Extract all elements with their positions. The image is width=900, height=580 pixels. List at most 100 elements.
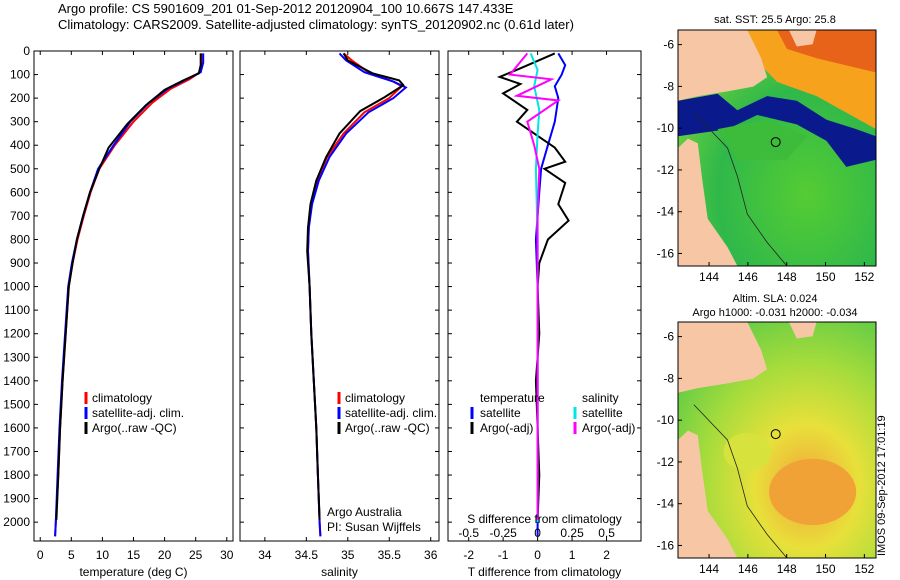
legend-entry: satellite-adj. clim. [345,406,437,420]
x-tick-label-s: -0.5 [458,526,479,540]
y-tick-label: 300 [10,115,30,129]
y-tick-label: 700 [10,209,30,223]
y-tick-label: 1300 [3,350,30,364]
y-tick-label: 0 [23,44,30,58]
profile-title-line1: Argo profile: CS 5901609_201 01-Sep-2012… [58,1,514,16]
y-tick-label: -14 [657,205,675,219]
x-tick-label: 152 [854,562,874,576]
y-tick-label: 2000 [3,515,30,529]
x-tick-label: 0 [534,548,541,562]
y-tick-label: 1700 [3,444,30,458]
legend-entry: climatology [345,391,405,405]
mid-sla-region [723,432,772,471]
legend-entry: Argo(-adj) [582,421,635,435]
y-tick-label: 600 [10,185,30,199]
y-tick-label: -16 [657,538,675,552]
series-line [55,53,202,520]
x-tick-label: 30 [220,548,234,562]
x-tick-label: 148 [777,562,797,576]
annotation: Argo Australia [327,505,402,519]
x-tick-label-s: 0.25 [560,526,584,540]
x-tick-label-s: 0 [534,526,541,540]
map-layers [678,322,876,558]
temperature-panel: 0100200300400500600700800900100011001200… [3,44,233,579]
x-tick-label: 5 [68,548,75,562]
legend-entry: climatology [92,391,152,405]
x-tick-label: 148 [777,270,797,284]
x-tick-label: 25 [189,548,203,562]
legend-entry: Argo(..raw -QC) [92,421,177,435]
y-tick-label: -6 [663,330,674,344]
x-axis-label: temperature (deg C) [79,565,187,579]
plot-frame [447,50,642,542]
y-tick-label: 1600 [3,421,30,435]
y-tick-label: 800 [10,232,30,246]
y-tick-label: -10 [657,121,675,135]
legend-entry: Argo(-adj) [480,421,533,435]
x-tick-label-s: 0.5 [598,526,615,540]
x-tick-label: 146 [738,270,758,284]
land-islands [788,30,817,47]
map-frame [677,321,877,559]
y-tick-label: -12 [657,163,675,177]
x-axis-label: T difference from climatology [468,565,622,579]
map-title: sat. SST: 25.5 Argo: 25.8 [714,14,836,26]
series-line [508,52,562,520]
x-tick-label: 150 [816,562,836,576]
legend-title: salinity [582,391,619,405]
land-islands [788,322,817,339]
x-tick-label: 15 [127,548,141,562]
y-tick-label: -14 [657,497,675,511]
salinity-panel: 34 34.5 35 35.5 36 salinity climatologysatelli… [239,50,440,579]
x-tick-label: 10 [96,548,110,562]
x-tick-label: -2 [463,548,474,562]
imos-timestamp: IMOS 09-Sep-2012 17:01:19 [876,415,888,556]
y-tick-label: 1400 [3,374,30,388]
series-line [306,52,405,520]
high-sla-region [769,458,857,525]
land-australia [678,138,738,266]
argo-location-marker [770,137,781,148]
depth-contour [693,404,788,558]
x-tick-label: 35.5 [378,548,402,562]
x-tick-label-s: -0.25 [489,526,517,540]
y-tick-label: 200 [10,91,30,105]
y-tick-label: -8 [663,371,674,385]
land-png [678,30,768,101]
y-tick-label: 500 [10,162,30,176]
y-tick-label: 1800 [3,468,30,482]
annotation: PI: Susan Wijffels [327,520,421,534]
x-tick-label: 144 [699,562,719,576]
y-tick-label: 900 [10,256,30,270]
y-tick-label: -6 [663,38,674,52]
land-png [678,322,768,393]
y-tick-label: 1100 [4,303,30,317]
x-axis-label-s: S difference from climatology [467,512,622,526]
y-tick-label: 1500 [3,397,30,411]
x-tick-label: 1 [569,548,576,562]
map-frame [677,29,877,267]
y-tick-label: 1000 [3,280,30,294]
y-tick-label: -10 [657,413,675,427]
map-layers [678,30,876,266]
y-tick-label: 100 [10,68,30,82]
legend-title: temperature [480,391,545,405]
sla-map-panel: Altim. SLA: 0.024 Argo h1000: -0.031 h200… [657,293,877,576]
legend-entry: satellite [480,406,521,420]
cloud-mask [678,93,876,167]
x-tick-label: 150 [816,270,836,284]
map-title: Altim. SLA: 0.024 [733,293,818,305]
y-tick-label: -16 [657,246,675,260]
difference-panel: -2 -1 0 1 2 T difference from climatology -0.5… [447,50,642,579]
x-tick-label: 144 [699,270,719,284]
cool-sst-region [717,119,807,160]
legend-entry: satellite-adj. clim. [92,406,184,420]
sst-map-panel: sat. SST: 25.5 Argo: 25.8 144 146 148 150 152… [657,14,877,284]
x-tick-label: 152 [854,270,874,284]
x-tick-label: 34.5 [295,548,319,562]
x-tick-label: 36 [424,548,438,562]
legend-entry: satellite [582,406,623,420]
y-tick-label: 400 [10,138,30,152]
plot-frame [239,50,440,542]
